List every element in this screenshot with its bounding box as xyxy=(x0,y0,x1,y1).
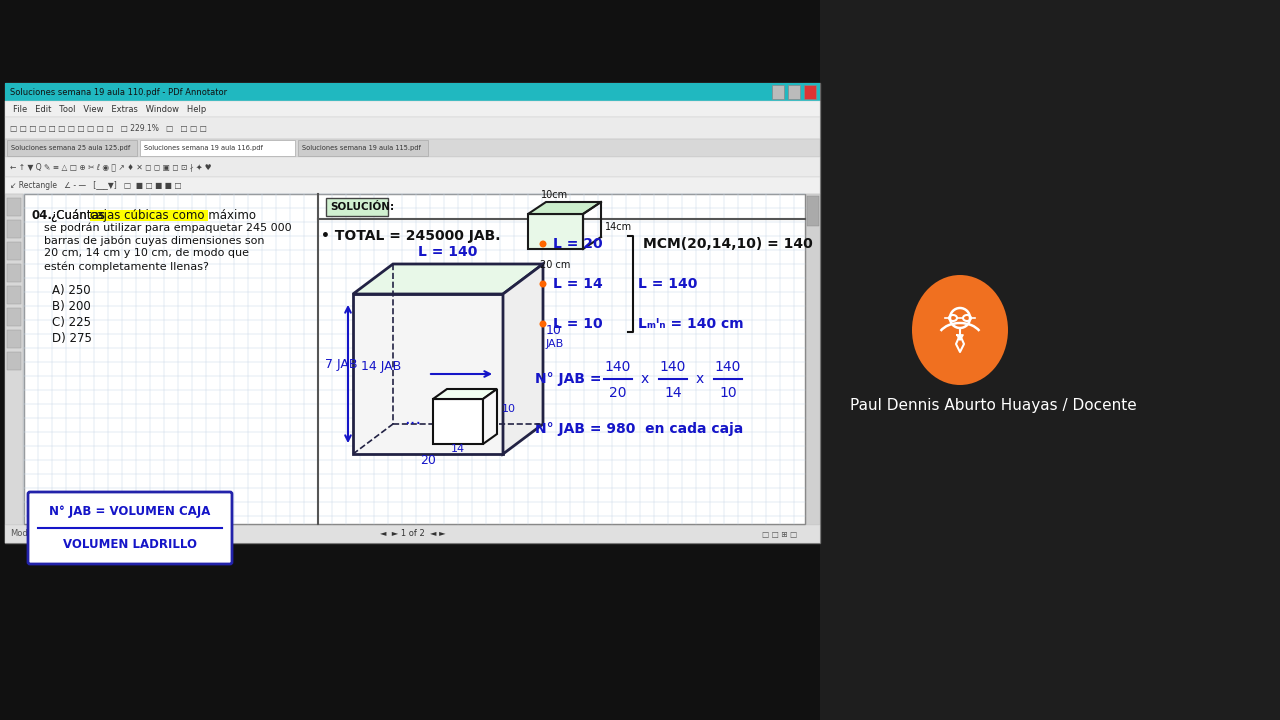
Text: Soluciones semana 19 aula 110.pdf - PDf Annotator: Soluciones semana 19 aula 110.pdf - PDf … xyxy=(10,88,227,96)
Bar xyxy=(820,0,1280,720)
Text: Paul Dennis Aburto Huayas / Docente: Paul Dennis Aburto Huayas / Docente xyxy=(850,397,1137,413)
Bar xyxy=(6,140,137,156)
Text: L = 10: L = 10 xyxy=(553,317,603,331)
Bar xyxy=(5,83,820,101)
Bar xyxy=(5,194,23,525)
Text: Lₘᴵₙ = 140 cm: Lₘᴵₙ = 140 cm xyxy=(637,317,744,331)
Text: x: x xyxy=(696,372,704,386)
Text: 14 JAB: 14 JAB xyxy=(361,359,401,372)
Text: cajas cúbicas como máximo: cajas cúbicas como máximo xyxy=(90,209,256,222)
Text: L = 14: L = 14 xyxy=(553,277,603,291)
Ellipse shape xyxy=(539,240,547,248)
Text: Soluciones semana 19 aula 116.pdf: Soluciones semana 19 aula 116.pdf xyxy=(143,145,262,151)
Text: □ □ ⊞ □: □ □ ⊞ □ xyxy=(763,529,797,539)
Text: N° JAB = 980  en cada caja: N° JAB = 980 en cada caja xyxy=(535,422,744,436)
Ellipse shape xyxy=(539,281,547,287)
Polygon shape xyxy=(433,389,497,399)
Text: N° JAB =: N° JAB = xyxy=(535,372,602,386)
Text: □ □ □ □ □ □ □ □ □ □ □   □ 229.1%   □   □ □ □: □ □ □ □ □ □ □ □ □ □ □ □ 229.1% □ □ □ □ xyxy=(10,124,207,132)
Text: estén completamente llenas?: estén completamente llenas? xyxy=(44,261,209,271)
Bar xyxy=(6,352,20,370)
Text: JAB: JAB xyxy=(547,339,564,349)
Polygon shape xyxy=(353,294,503,454)
Text: L = 20: L = 20 xyxy=(553,237,603,251)
Bar xyxy=(433,399,483,444)
Text: ...: ... xyxy=(404,410,421,428)
Bar xyxy=(5,177,820,194)
Text: 140: 140 xyxy=(605,360,631,374)
Ellipse shape xyxy=(911,275,1009,385)
Bar xyxy=(529,214,582,249)
Text: • TOTAL = 245000 JAB.: • TOTAL = 245000 JAB. xyxy=(321,229,500,243)
Text: 14: 14 xyxy=(664,386,682,400)
Bar xyxy=(140,140,294,156)
Text: B) 200: B) 200 xyxy=(52,300,91,313)
Bar xyxy=(326,198,388,216)
Text: 04.: 04. xyxy=(32,209,52,222)
Text: A) 250: A) 250 xyxy=(52,284,91,297)
Text: Soluciones semana 19 aula 115.pdf: Soluciones semana 19 aula 115.pdf xyxy=(302,145,421,151)
FancyBboxPatch shape xyxy=(28,492,232,564)
Bar xyxy=(6,242,20,260)
Bar xyxy=(804,85,817,99)
Bar xyxy=(806,194,820,525)
Text: 140: 140 xyxy=(714,360,741,374)
Text: ¿Cuántas: ¿Cuántas xyxy=(50,209,105,222)
Bar xyxy=(5,117,820,139)
Bar xyxy=(788,85,800,99)
Bar xyxy=(5,101,820,117)
Text: barras de jabón cuyas dimensiones son: barras de jabón cuyas dimensiones son xyxy=(44,235,265,246)
Bar xyxy=(5,157,820,177)
Text: 10: 10 xyxy=(719,386,737,400)
Bar xyxy=(6,330,20,348)
Bar xyxy=(5,525,820,543)
Text: ← ↑ ▼ Q ✎ ≡ △ □ ⊕ ✂ ℓ ◉ ⧱ ↗ ♦ ✕ ◻ ◻ ▣ ◻ ⊡ ∤ ✦ ♥: ← ↑ ▼ Q ✎ ≡ △ □ ⊕ ✂ ℓ ◉ ⧱ ↗ ♦ ✕ ◻ ◻ ▣ ◻ … xyxy=(10,163,211,171)
Text: ◄  ► 1 of 2  ◄ ►: ◄ ► 1 of 2 ◄ ► xyxy=(380,529,445,539)
Ellipse shape xyxy=(539,320,547,328)
Text: L = 140: L = 140 xyxy=(419,245,477,259)
Text: ↙ Rectangle   ∠ - —   [___▼]   □  ■ □ ■ ■ □: ↙ Rectangle ∠ - — [___▼] □ ■ □ ■ ■ □ xyxy=(10,181,182,190)
Bar xyxy=(5,139,820,157)
Text: 14cm: 14cm xyxy=(605,222,632,232)
Text: L = 140: L = 140 xyxy=(637,277,698,291)
Polygon shape xyxy=(353,264,543,294)
Text: VOLUMEN LADRILLO: VOLUMEN LADRILLO xyxy=(63,538,197,551)
Text: 10: 10 xyxy=(502,403,516,413)
Text: 20 cm, 14 cm y 10 cm, de modo que: 20 cm, 14 cm y 10 cm, de modo que xyxy=(44,248,250,258)
Text: File   Edit   Tool   View   Extras   Window   Help: File Edit Tool View Extras Window Help xyxy=(13,104,206,114)
Polygon shape xyxy=(503,264,543,454)
Bar xyxy=(6,220,20,238)
Text: 14: 14 xyxy=(451,444,465,454)
Text: 20 cm: 20 cm xyxy=(540,260,570,270)
Text: SOLUCIÓN:: SOLUCIÓN: xyxy=(330,202,394,212)
Bar xyxy=(772,85,783,99)
Text: N° JAB = VOLUMEN CAJA: N° JAB = VOLUMEN CAJA xyxy=(50,505,211,518)
Text: D) 275: D) 275 xyxy=(52,332,92,345)
Bar xyxy=(6,264,20,282)
Text: C) 225: C) 225 xyxy=(52,316,91,329)
Text: se podrán utilizar para empaquetar 245 000: se podrán utilizar para empaquetar 245 0… xyxy=(44,222,292,233)
Bar xyxy=(24,194,805,524)
Text: 140: 140 xyxy=(659,360,686,374)
Text: Modified: Modified xyxy=(10,529,46,539)
Bar xyxy=(298,140,428,156)
Bar xyxy=(6,308,20,326)
Text: 20: 20 xyxy=(609,386,627,400)
Text: 20: 20 xyxy=(420,454,436,467)
Text: 7 JAB: 7 JAB xyxy=(325,358,357,371)
Bar xyxy=(806,196,819,226)
Bar xyxy=(5,83,820,543)
Text: MCM(20,14,10) = 140: MCM(20,14,10) = 140 xyxy=(643,237,813,251)
Polygon shape xyxy=(529,202,602,214)
Text: 10cm: 10cm xyxy=(541,190,568,200)
Text: Soluciones semana 25 aula 125.pdf: Soluciones semana 25 aula 125.pdf xyxy=(12,145,131,151)
Text: 10: 10 xyxy=(547,324,562,337)
Polygon shape xyxy=(483,389,497,444)
Bar xyxy=(6,198,20,216)
Text: ¿Cuántas: ¿Cuántas xyxy=(50,209,105,222)
Bar xyxy=(6,286,20,304)
Bar xyxy=(90,210,207,221)
Text: x: x xyxy=(641,372,649,386)
